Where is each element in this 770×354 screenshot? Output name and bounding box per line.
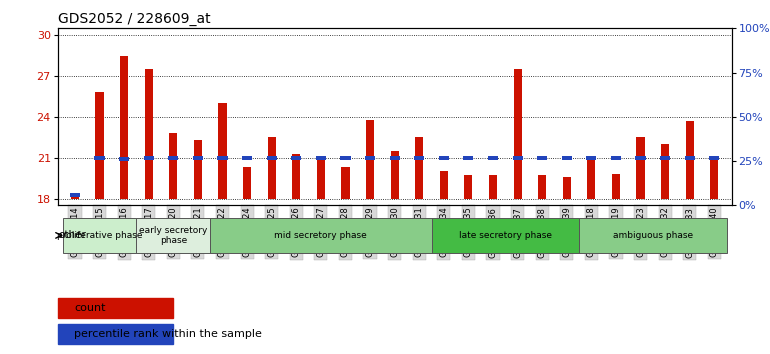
Text: mid secretory phase: mid secretory phase <box>274 231 367 240</box>
Bar <box>710 159 718 199</box>
Bar <box>464 175 473 199</box>
Bar <box>58 297 173 318</box>
FancyBboxPatch shape <box>210 218 431 253</box>
Bar <box>489 175 497 199</box>
Bar <box>71 196 79 199</box>
Bar <box>513 156 523 160</box>
Bar <box>340 156 350 160</box>
Bar <box>415 137 424 199</box>
Bar <box>588 159 595 199</box>
Bar <box>120 56 128 199</box>
Bar <box>538 175 546 199</box>
Bar <box>144 156 154 160</box>
Text: early secretory
phase: early secretory phase <box>139 226 207 245</box>
Bar <box>316 156 326 160</box>
Bar <box>660 156 670 160</box>
Bar <box>365 156 375 160</box>
Bar <box>611 156 621 160</box>
FancyBboxPatch shape <box>579 218 727 253</box>
Bar <box>390 151 399 199</box>
Bar <box>95 156 105 160</box>
Text: GDS2052 / 228609_at: GDS2052 / 228609_at <box>58 12 210 26</box>
Bar <box>266 156 276 160</box>
Bar <box>635 156 645 160</box>
Bar <box>440 171 448 199</box>
Bar <box>119 157 129 161</box>
FancyBboxPatch shape <box>62 218 136 253</box>
Bar <box>439 156 449 160</box>
Bar <box>561 156 572 160</box>
Bar <box>194 140 202 199</box>
Bar <box>514 69 521 199</box>
Bar <box>414 156 424 160</box>
Bar <box>70 193 80 197</box>
Bar <box>268 137 276 199</box>
Bar <box>292 154 300 199</box>
Bar <box>316 156 325 199</box>
Text: count: count <box>74 303 105 313</box>
Bar <box>537 156 547 160</box>
Bar <box>709 156 719 160</box>
Bar <box>685 156 695 160</box>
Bar <box>169 133 177 199</box>
Bar <box>366 120 374 199</box>
Bar <box>464 156 474 160</box>
FancyBboxPatch shape <box>431 218 579 253</box>
Text: other: other <box>59 230 86 240</box>
Bar <box>192 156 203 160</box>
Text: proliferative phase: proliferative phase <box>57 231 142 240</box>
Bar <box>341 167 350 199</box>
Bar <box>242 156 252 160</box>
Bar <box>217 156 228 160</box>
Text: ambiguous phase: ambiguous phase <box>613 231 693 240</box>
Bar <box>95 92 104 199</box>
Bar <box>243 167 251 199</box>
Bar <box>637 137 644 199</box>
FancyBboxPatch shape <box>136 218 210 253</box>
Bar <box>145 69 152 199</box>
Bar <box>291 156 301 160</box>
Bar <box>169 156 179 160</box>
Bar <box>390 156 400 160</box>
Bar <box>219 103 226 199</box>
Bar <box>685 121 694 199</box>
Bar <box>586 156 597 160</box>
Bar <box>661 144 669 199</box>
Text: percentile rank within the sample: percentile rank within the sample <box>74 329 262 339</box>
Bar <box>58 324 173 344</box>
Bar <box>612 174 620 199</box>
Text: late secretory phase: late secretory phase <box>459 231 552 240</box>
Bar <box>488 156 498 160</box>
Bar <box>563 177 571 199</box>
